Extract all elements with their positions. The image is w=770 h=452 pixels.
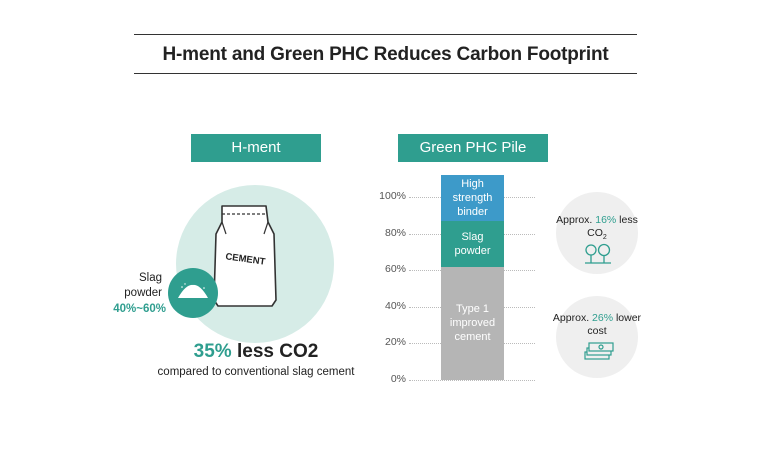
co2-subtext: compared to conventional slag cement xyxy=(157,366,355,378)
co2-badge xyxy=(556,192,638,274)
money-stack-icon xyxy=(584,342,614,360)
co2-headline-rest: less CO2 xyxy=(231,341,319,362)
gridline xyxy=(409,380,535,381)
powder-pile-icon xyxy=(178,283,208,298)
cost-badge-text: Approx. 26% lower cost xyxy=(542,312,652,338)
co2-badge-line2: CO xyxy=(587,227,603,239)
y-tick-label: 0% xyxy=(390,373,406,385)
co2-headline-pct: 35% xyxy=(193,341,232,362)
y-tick-label: 100% xyxy=(379,190,406,202)
y-tick-label: 60% xyxy=(384,263,406,276)
y-tick-label: 20% xyxy=(384,336,406,349)
bar-segment: Type 1 improved cement xyxy=(441,266,504,380)
co2-badge-prefix: Approx. xyxy=(556,214,596,226)
bar-segment: Slag powder xyxy=(441,220,504,267)
cement-bag-icon: CEMENT xyxy=(213,205,277,307)
green-phc-header: Green PHC Pile xyxy=(398,134,548,162)
bar-segment-label: High strength binder xyxy=(452,177,493,218)
title-top-rule xyxy=(134,34,637,35)
bar-segment-label: Slag powder xyxy=(454,230,491,257)
co2-headline: 35% less CO2 xyxy=(140,341,372,363)
y-tick-label: 40% xyxy=(384,299,406,312)
bar-segment: High strength binder xyxy=(441,175,504,221)
co2-badge-text: Approx. 16% less CO2 xyxy=(542,214,652,244)
hment-header: H-ment xyxy=(191,134,321,162)
cost-badge-prefix: Approx. xyxy=(552,312,593,324)
co2-badge-sub: 2 xyxy=(602,234,607,242)
title-bottom-rule xyxy=(134,73,637,74)
slag-label: Slag powder xyxy=(112,271,162,301)
slag-label-line1: Slag xyxy=(138,272,162,284)
cost-badge xyxy=(556,296,638,378)
cost-badge-pct: 26% xyxy=(592,312,614,324)
y-tick-label: 80% xyxy=(384,226,406,239)
slag-label-line2: powder xyxy=(124,287,162,299)
bar-segment-label: Type 1 improved cement xyxy=(449,303,496,344)
cost-badge-suffix: lower xyxy=(613,312,642,324)
co2-badge-suffix: less xyxy=(616,214,638,226)
page-title: H-ment and Green PHC Reduces Carbon Foot… xyxy=(162,44,609,65)
co2-badge-pct: 16% xyxy=(595,214,617,226)
slag-range: 40%~60% xyxy=(113,303,166,315)
cost-badge-line2: cost xyxy=(587,325,607,337)
trees-icon xyxy=(585,243,611,264)
